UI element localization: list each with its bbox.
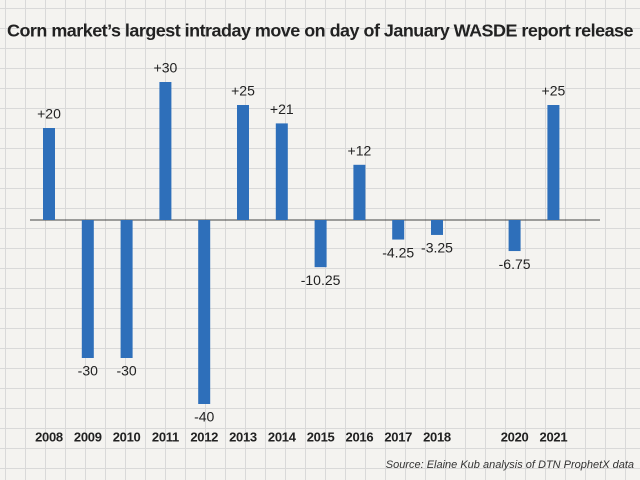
value-label: -6.75 [499, 256, 531, 272]
value-label: -30 [78, 363, 98, 379]
value-label: -3.25 [421, 240, 453, 256]
value-label: +12 [348, 143, 372, 159]
bar [275, 123, 288, 220]
source-note: Source: Elaine Kub analysis of DTN Proph… [386, 459, 634, 471]
bar [159, 82, 172, 220]
bar [314, 220, 327, 268]
x-tick-label: 2012 [190, 429, 218, 444]
value-label: -40 [194, 409, 214, 425]
bar [431, 220, 443, 235]
x-tick-label: 2017 [384, 429, 412, 444]
bar [508, 220, 521, 252]
bar [43, 128, 55, 220]
bar [392, 220, 405, 240]
x-tick-label: 2011 [152, 429, 179, 444]
bar [237, 105, 249, 220]
x-tick-label: 2015 [307, 429, 335, 444]
bar [547, 105, 560, 220]
bar [120, 220, 133, 358]
x-tick-label: 2010 [113, 429, 141, 444]
value-label: +20 [37, 106, 61, 122]
x-tick-label: 2013 [229, 429, 257, 444]
x-tick-label: 2021 [540, 429, 568, 444]
x-tick-label: 2009 [74, 429, 102, 444]
bar [81, 220, 94, 358]
bar [353, 164, 366, 220]
x-tick-label: 2018 [423, 429, 451, 444]
value-label: +25 [542, 83, 566, 99]
x-tick-label: 2008 [35, 429, 63, 444]
x-tick-label: 2014 [268, 429, 297, 444]
value-label: -30 [116, 363, 136, 379]
value-label: +25 [231, 83, 255, 99]
value-label: -4.25 [382, 244, 414, 260]
value-label: +30 [154, 60, 178, 76]
value-label: +21 [270, 101, 294, 117]
x-tick-label: 2016 [346, 429, 374, 444]
value-label: -10.25 [301, 272, 341, 288]
bar [198, 220, 211, 404]
x-tick-label: 2020 [501, 429, 529, 444]
chart-title: Corn market’s largest intraday move on d… [7, 21, 634, 41]
